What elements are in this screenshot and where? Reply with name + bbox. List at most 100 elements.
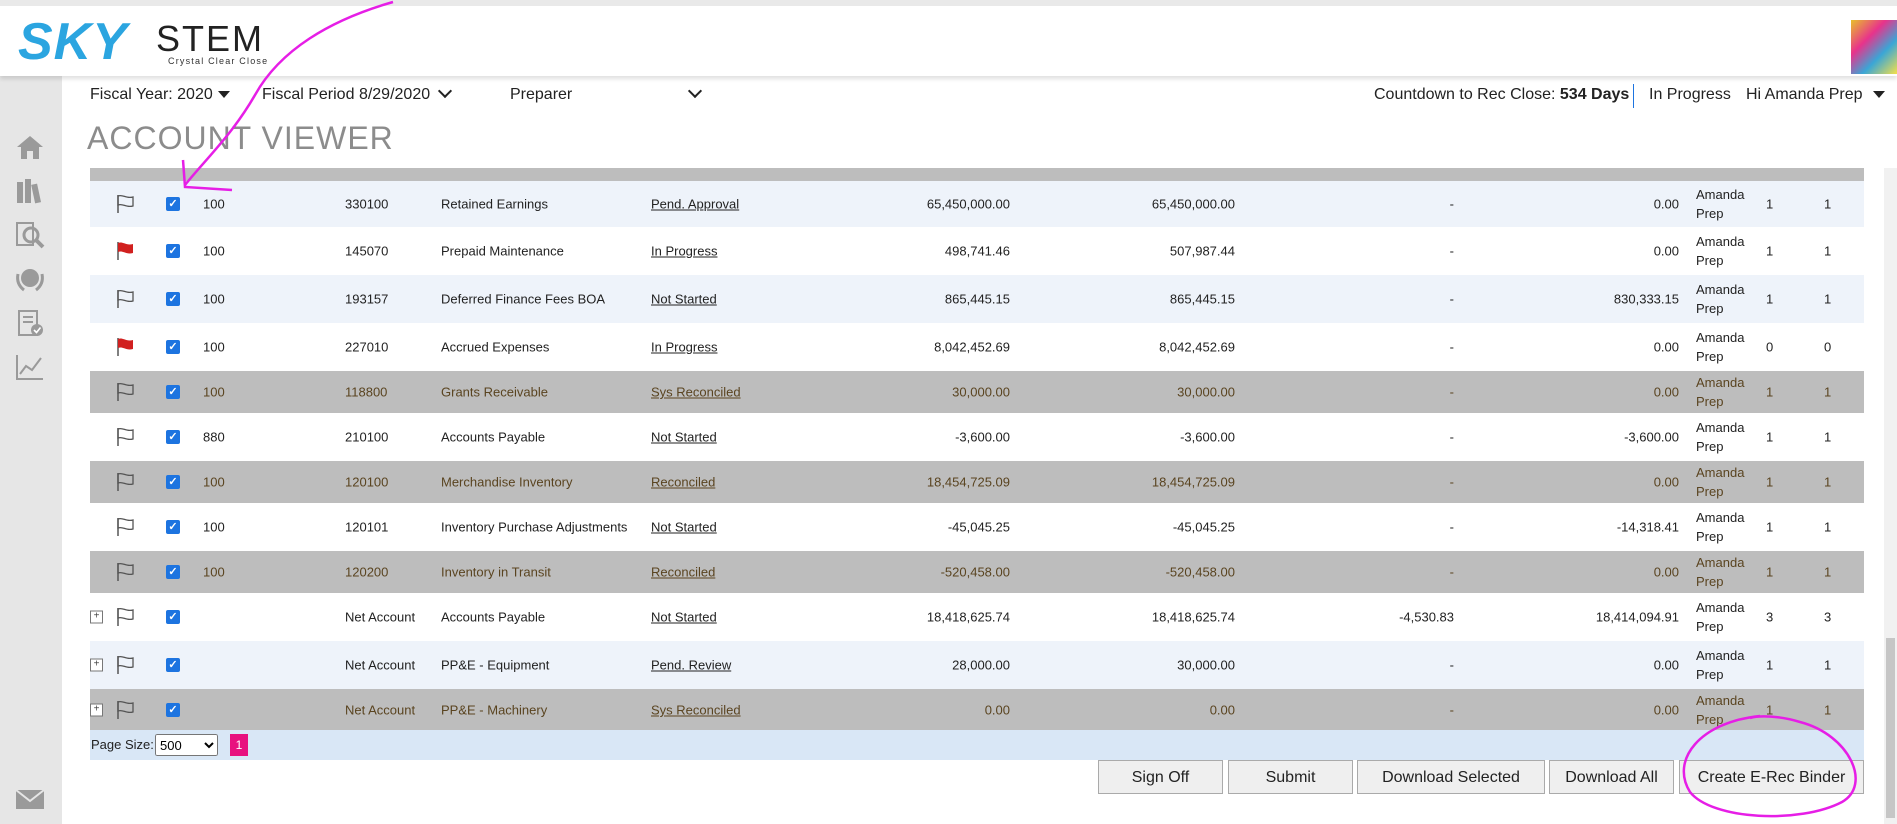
row-checkbox[interactable]: ✓	[166, 475, 180, 489]
preparer-last: Prep	[1696, 206, 1724, 221]
scrollbar-thumb[interactable]	[1886, 638, 1895, 818]
vertical-scrollbar[interactable]	[1884, 168, 1897, 824]
page-number-current[interactable]: 1	[230, 734, 248, 756]
row-checkbox[interactable]: ✓	[166, 610, 180, 624]
report-check-icon[interactable]	[14, 308, 46, 338]
row-checkbox[interactable]: ✓	[166, 520, 180, 534]
gl-balance: 65,450,000.00	[926, 196, 1010, 212]
red-flag-icon[interactable]	[114, 240, 136, 262]
table-row[interactable]: + ✓ Net Account PP&E - Machinery Sys Reconci…	[90, 689, 1864, 730]
flag-icon[interactable]	[114, 654, 136, 676]
table-row[interactable]: ✓ 880 210100 Accounts Payable Not Started -3,…	[90, 413, 1864, 461]
flag-icon[interactable]	[114, 561, 136, 583]
row-checkbox[interactable]: ✓	[166, 703, 180, 717]
row-checkbox[interactable]: ✓	[166, 430, 180, 444]
preparer-name: Amanda Prep	[1696, 463, 1744, 501]
count-2: 1	[1824, 429, 1832, 445]
table-row[interactable]: ✓ 100 145070 Prepaid Maintenance In Progress…	[90, 227, 1864, 275]
status-link[interactable]: Not Started	[651, 429, 717, 445]
status-link[interactable]: Not Started	[651, 291, 717, 307]
difference: -	[1449, 474, 1454, 490]
row-checkbox[interactable]: ✓	[166, 565, 180, 579]
account-number: 118800	[345, 384, 388, 400]
preparer-last: Prep	[1696, 439, 1724, 454]
download-all-button[interactable]: Download All	[1549, 760, 1674, 794]
red-flag-icon[interactable]	[114, 336, 136, 358]
gl-balance: -3,600.00	[955, 429, 1010, 445]
page-size-select[interactable]: 500	[155, 734, 218, 756]
row-checkbox[interactable]: ✓	[166, 385, 180, 399]
flag-icon[interactable]	[114, 606, 136, 628]
flag-icon[interactable]	[114, 288, 136, 310]
flag-icon[interactable]	[114, 426, 136, 448]
expand-icon[interactable]: +	[90, 703, 103, 717]
status-link[interactable]: Sys Reconciled	[651, 702, 741, 718]
gl-balance: 498,741.46	[944, 243, 1010, 259]
status-link[interactable]: Not Started	[651, 519, 717, 535]
flag-icon[interactable]	[114, 471, 136, 493]
account-name: Inventory in Transit	[441, 564, 551, 580]
status-link[interactable]: Not Started	[651, 609, 717, 625]
user-menu[interactable]: Hi Amanda Prep	[1746, 86, 1885, 104]
create-e-rec-binder-button[interactable]: Create E-Rec Binder	[1679, 760, 1864, 794]
submit-button[interactable]: Submit	[1228, 760, 1353, 794]
status-link[interactable]: In Progress	[651, 339, 718, 355]
row-checkbox[interactable]: ✓	[166, 292, 180, 306]
row-checkbox[interactable]: ✓	[166, 197, 180, 211]
flag-icon[interactable]	[114, 381, 136, 403]
table-row[interactable]: ✓ 100 118800 Grants Receivable Sys Reconcile…	[90, 371, 1864, 413]
greeting: Hi Amanda Prep	[1746, 86, 1863, 103]
role-dropdown[interactable]: Preparer	[510, 83, 703, 104]
count-1: 1	[1766, 702, 1774, 718]
table-row[interactable]: ✓ 100 193157 Deferred Finance Fees BOA Not S…	[90, 275, 1864, 323]
expand-icon[interactable]: +	[90, 610, 103, 624]
table-row[interactable]: + ✓ Net Account PP&E - Equipment Pend. Revie…	[90, 641, 1864, 689]
unreconciled-amount: 0.00	[1653, 196, 1679, 212]
row-checkbox[interactable]: ✓	[166, 244, 180, 258]
account-name: Accounts Payable	[441, 609, 546, 625]
fiscal-year-dropdown[interactable]: Fiscal Year: 2020	[90, 86, 230, 104]
top-header: SKY STEM Crystal Clear Close	[0, 0, 1897, 76]
home-icon[interactable]	[14, 132, 46, 162]
user-avatar[interactable]	[1851, 20, 1897, 74]
chevron-down-icon	[688, 83, 703, 99]
count-2: 3	[1824, 609, 1832, 625]
search-icon[interactable]	[14, 220, 46, 250]
row-checkbox[interactable]: ✓	[166, 340, 180, 354]
badge-icon[interactable]	[14, 264, 46, 294]
status-link[interactable]: In Progress	[651, 243, 718, 259]
flag-icon[interactable]	[114, 193, 136, 215]
gl-balance: 18,454,725.09	[926, 474, 1010, 490]
count-2: 1	[1824, 702, 1832, 718]
status-link[interactable]: Reconciled	[651, 474, 716, 490]
flag-icon[interactable]	[114, 699, 136, 721]
table-row[interactable]: ✓ 100 330100 Retained Earnings Pend. Approva…	[90, 181, 1864, 227]
skystem-logo[interactable]: SKY STEM Crystal Clear Close	[18, 12, 288, 72]
status-link[interactable]: Reconciled	[651, 564, 716, 580]
table-row[interactable]: + ✓ Net Account Accounts Payable Not Started…	[90, 593, 1864, 641]
account-number: 120100	[345, 474, 389, 490]
line-chart-icon[interactable]	[14, 352, 46, 382]
books-icon[interactable]	[14, 176, 46, 206]
sign-off-button[interactable]: Sign Off	[1098, 760, 1223, 794]
preparer-last: Prep	[1696, 667, 1724, 682]
status-link[interactable]: Pend. Approval	[651, 196, 740, 212]
count-2: 1	[1824, 657, 1832, 673]
status-link[interactable]: Sys Reconciled	[651, 384, 741, 400]
expand-icon[interactable]: +	[90, 658, 103, 672]
count-2: 1	[1824, 519, 1832, 535]
fiscal-period-dropdown[interactable]: Fiscal Period 8/29/2020	[262, 83, 453, 104]
status-link[interactable]: Pend. Review	[651, 657, 732, 673]
table-row[interactable]: ✓ 100 120101 Inventory Purchase Adjustments…	[90, 503, 1864, 551]
table-row[interactable]: ✓ 100 120100 Merchandise Inventory Reconcile…	[90, 461, 1864, 503]
difference: -	[1449, 519, 1454, 535]
row-checkbox[interactable]: ✓	[166, 658, 180, 672]
count-1: 1	[1766, 657, 1774, 673]
flag-icon[interactable]	[114, 516, 136, 538]
count-2: 0	[1824, 339, 1832, 355]
chevron-down-icon	[438, 83, 453, 99]
table-row[interactable]: ✓ 100 227010 Accrued Expenses In Progress 8,0…	[90, 323, 1864, 371]
mail-icon[interactable]	[14, 784, 46, 814]
table-row[interactable]: ✓ 100 120200 Inventory in Transit Reconciled…	[90, 551, 1864, 593]
download-selected-button[interactable]: Download Selected	[1357, 760, 1545, 794]
